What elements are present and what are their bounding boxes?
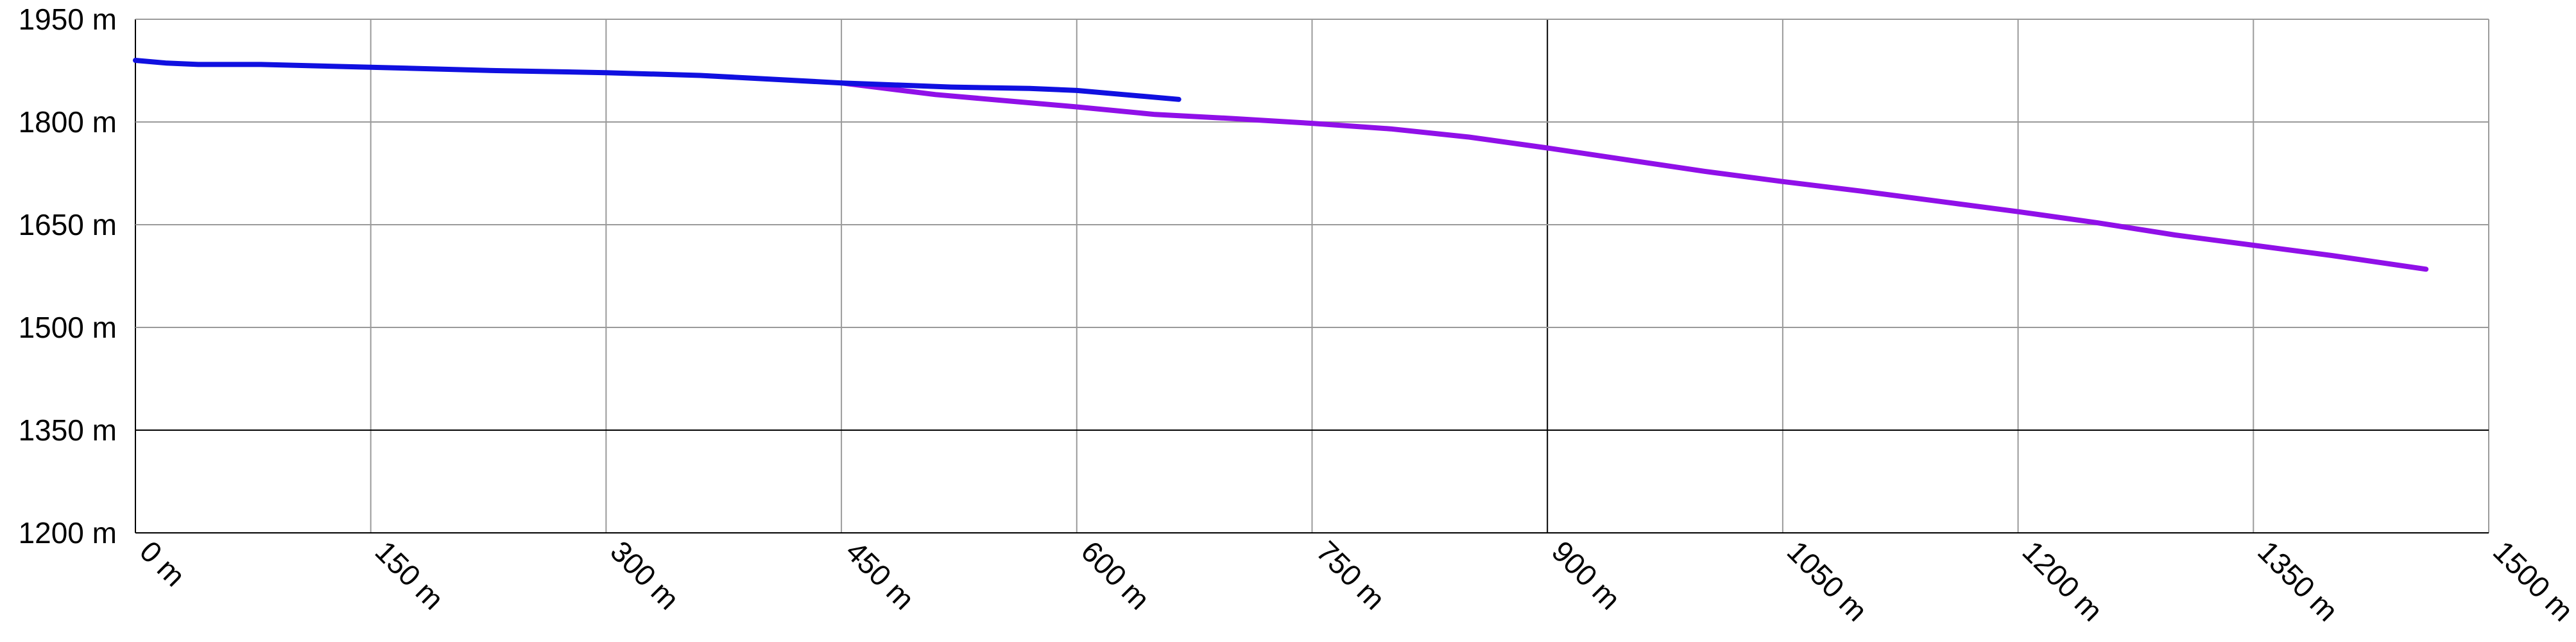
series-line-1 bbox=[133, 58, 1181, 102]
grid-layer bbox=[135, 19, 2489, 534]
tick-labels: 0 m 150 m 300 m 450 m 600 m 750 m 900 m 1050 m 1… bbox=[19, 3, 2576, 628]
series-layer bbox=[133, 58, 2429, 272]
x-tick-label: 150 m bbox=[369, 534, 451, 616]
x-tick-label: 1200 m bbox=[2016, 534, 2109, 627]
x-tick-label: 1050 m bbox=[1781, 534, 1874, 627]
x-tick-label: 1350 m bbox=[2251, 534, 2344, 627]
x-tick-label: 450 m bbox=[839, 534, 921, 616]
y-tick-label: 1800 m bbox=[19, 105, 117, 139]
x-tick-label: 600 m bbox=[1075, 534, 1156, 616]
y-tick-label: 1950 m bbox=[19, 3, 117, 36]
x-tick-label: 1500 m bbox=[2487, 534, 2576, 627]
series-line-2 bbox=[839, 80, 2429, 272]
y-tick-label: 1200 m bbox=[19, 516, 117, 550]
x-tick-label: 750 m bbox=[1310, 534, 1391, 616]
y-tick-label: 1350 m bbox=[19, 413, 117, 447]
y-tick-label: 1500 m bbox=[19, 311, 117, 344]
x-tick-label: 300 m bbox=[604, 534, 685, 616]
y-tick-label: 1650 m bbox=[19, 208, 117, 241]
x-tick-label: 0 m bbox=[133, 534, 192, 593]
x-tick-label: 900 m bbox=[1545, 534, 1627, 616]
